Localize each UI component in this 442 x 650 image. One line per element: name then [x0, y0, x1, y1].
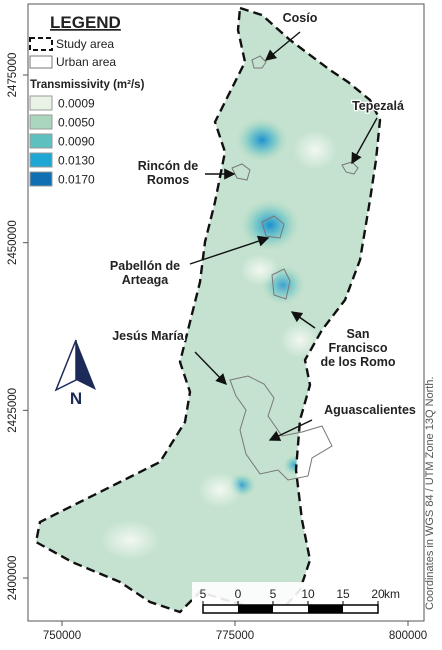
place-label-line: Cosío — [283, 11, 318, 25]
legend-label: 0.0130 — [58, 154, 95, 168]
legend-swatch — [29, 133, 53, 149]
credit: Coordinates in WGS 84 / UTM Zone 13Q Nor… — [424, 376, 436, 610]
y-tick-label: 2450000 — [7, 220, 19, 265]
place-label-line: Jesús María — [112, 329, 185, 343]
y-tick-label: 2475000 — [7, 53, 19, 98]
legend-swatch — [29, 171, 53, 187]
scale-bar: 5 0 5 10 15 20 km — [192, 582, 400, 620]
scale-bar-segment — [345, 607, 376, 611]
scale-bar-label: 10 — [301, 587, 315, 601]
scale-bar-segment — [308, 605, 343, 613]
scale-bar-label: 5 — [200, 587, 207, 601]
legend-label: 0.0090 — [58, 135, 95, 149]
place-label-line: Francisco — [328, 341, 387, 355]
legend-label: 0.0170 — [58, 173, 95, 187]
scale-bar-unit: km — [384, 587, 400, 601]
x-tick-label: 800000 — [389, 630, 427, 642]
y-tick-label: 2425000 — [7, 388, 19, 433]
arrow — [264, 31, 301, 61]
place-label: San Francisco de los Romo — [320, 327, 395, 369]
north-arrow: N — [54, 339, 96, 408]
place-label-line: Aguascalientes — [324, 403, 416, 417]
place-labels: Cosío Tepezalá Rincón de Romos Pabellón de Ar… — [109, 10, 417, 441]
legend-label: 0.0009 — [58, 97, 95, 111]
x-tick-label: 750000 — [43, 630, 81, 642]
place-label-line: Pabellón de — [110, 259, 180, 273]
arrow — [194, 351, 227, 386]
scale-bar-label: 20 — [371, 587, 385, 601]
place-label-line: Rincón de — [138, 159, 198, 173]
place-label: Rincón de Romos — [138, 159, 198, 187]
arrow — [189, 235, 270, 265]
place-label: Jesús María — [112, 329, 185, 343]
scale-bar-segment — [238, 605, 273, 613]
place-label-line: de los Romo — [320, 355, 395, 369]
legend-subtitle: Transmissivity (m²/s) — [30, 79, 145, 91]
legend-swatch — [29, 95, 53, 111]
legend-swatch — [29, 114, 53, 130]
north-label: N — [70, 389, 82, 408]
place-label-line: Tepezalá — [352, 99, 404, 113]
arrow — [351, 117, 378, 165]
x-tick-label: 775000 — [216, 630, 254, 642]
place-label: Aguascalientes — [324, 403, 416, 417]
legend-swatch — [29, 152, 53, 168]
coordinate-labels: 750000 775000 800000 2475000 2450000 2425000 2… — [7, 53, 427, 642]
scale-bar-segment — [205, 607, 236, 611]
legend-label: 0.0050 — [58, 116, 95, 130]
scale-bar-label: 5 — [270, 587, 277, 601]
place-label: Cosío — [283, 11, 318, 25]
place-label-line: Romos — [147, 173, 189, 187]
scale-bar-label: 15 — [336, 587, 350, 601]
urban-area-swatch — [29, 55, 53, 69]
y-tick-label: 2400000 — [7, 556, 19, 601]
legend: LEGEND Study area Urban area Transmissiv… — [29, 13, 145, 187]
arrow — [290, 311, 316, 329]
place-label: Pabellón de Arteaga — [110, 259, 180, 287]
place-label-line: Arteaga — [122, 273, 170, 287]
urban-areas — [229, 55, 359, 481]
legend-label: Urban area — [56, 55, 116, 69]
legend-label: Study area — [56, 37, 114, 51]
place-label-line: San — [347, 327, 370, 341]
scale-bar-segment — [275, 607, 306, 611]
legend-title: LEGEND — [50, 13, 121, 32]
scale-bar-label: 0 — [235, 587, 242, 601]
arrow — [268, 419, 313, 441]
study-area-swatch — [29, 37, 53, 51]
place-label: Tepezalá — [352, 99, 404, 113]
